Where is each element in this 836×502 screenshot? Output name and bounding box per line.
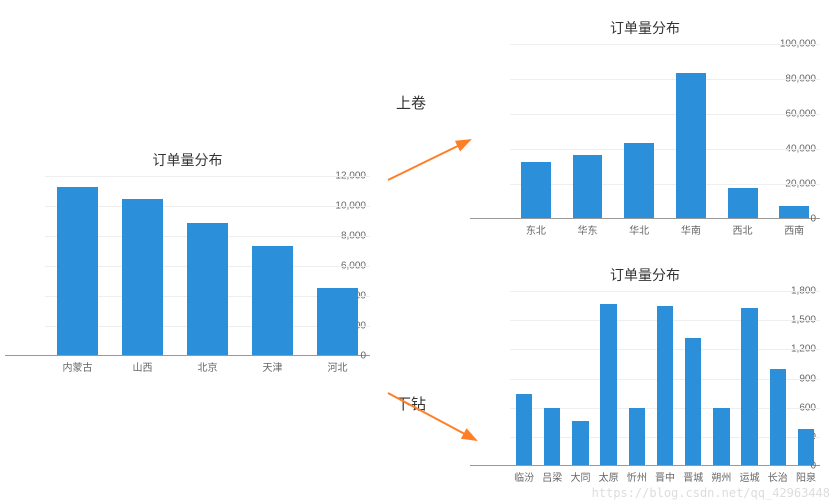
bar <box>57 187 97 355</box>
bar <box>798 429 814 465</box>
chart-orders-city: 订单量分布 03006009001,2001,5001,800临汾吕梁大同太原忻州… <box>470 265 820 480</box>
bar <box>624 143 654 218</box>
x-label: 天津 <box>240 359 305 374</box>
bar-slot <box>717 44 769 218</box>
bar <box>770 369 786 465</box>
watermark-text: https://blog.csdn.net/qq_42963448 <box>592 486 830 500</box>
bar-slot <box>562 44 614 218</box>
x-label: 西北 <box>717 222 769 237</box>
x-label: 内蒙古 <box>45 359 110 374</box>
bar <box>572 421 588 465</box>
chart-title: 订单量分布 <box>470 18 820 38</box>
chart-orders-province: 订单量分布 02,0004,0006,0008,00010,00012,000内蒙… <box>5 150 370 370</box>
bar-slot <box>510 44 562 218</box>
x-axis-labels: 东北华东华北华南西北西南 <box>510 222 820 237</box>
x-label: 华南 <box>665 222 717 237</box>
chart-orders-region: 订单量分布 020,00040,00060,00080,000100,000东北华… <box>470 18 820 233</box>
bar <box>122 199 162 355</box>
bar-slot <box>764 291 792 465</box>
bar-slot <box>792 291 820 465</box>
bar <box>521 162 551 218</box>
x-label: 长治 <box>764 469 792 484</box>
chart-title: 订单量分布 <box>470 265 820 285</box>
bar-slot <box>175 176 240 355</box>
bar <box>573 155 603 218</box>
x-label: 忻州 <box>623 469 651 484</box>
bar <box>252 246 292 356</box>
plot-area: 020,00040,00060,00080,000100,000东北华东华北华南… <box>470 44 820 219</box>
x-label: 大同 <box>566 469 594 484</box>
bar <box>676 73 706 218</box>
bar-slot <box>510 291 538 465</box>
bar-slot <box>45 176 110 355</box>
bars-container <box>510 291 820 465</box>
bar-slot <box>665 44 717 218</box>
x-axis-labels: 内蒙古山西北京天津河北 <box>45 359 370 374</box>
x-label: 东北 <box>510 222 562 237</box>
bar <box>657 306 673 465</box>
plot-area: 03006009001,2001,5001,800临汾吕梁大同太原忻州晋中晋城朔… <box>470 291 820 466</box>
x-label: 山西 <box>110 359 175 374</box>
bars-container <box>510 44 820 218</box>
bar-slot <box>595 291 623 465</box>
bar <box>516 394 532 465</box>
x-label: 吕梁 <box>538 469 566 484</box>
bar <box>317 288 357 356</box>
bar <box>544 408 560 465</box>
label-rollup: 上卷 <box>396 92 426 113</box>
bar-slot <box>768 44 820 218</box>
bar <box>728 188 758 218</box>
bar <box>741 308 757 466</box>
bars-container <box>45 176 370 355</box>
x-label: 华东 <box>562 222 614 237</box>
x-label: 晋城 <box>679 469 707 484</box>
bar <box>629 408 645 465</box>
bar-slot <box>538 291 566 465</box>
bar-slot <box>707 291 735 465</box>
x-label: 北京 <box>175 359 240 374</box>
x-axis-labels: 临汾吕梁大同太原忻州晋中晋城朔州运城长治阳泉 <box>510 469 820 484</box>
label-drilldown: 下钻 <box>396 393 426 414</box>
bar-slot <box>566 291 594 465</box>
x-label: 晋中 <box>651 469 679 484</box>
bar <box>600 304 616 465</box>
plot-area: 02,0004,0006,0008,00010,00012,000内蒙古山西北京… <box>5 176 370 356</box>
x-label: 临汾 <box>510 469 538 484</box>
bar <box>187 223 227 355</box>
bar-slot <box>651 291 679 465</box>
bar <box>713 408 729 465</box>
x-label: 朔州 <box>707 469 735 484</box>
bar-slot <box>623 291 651 465</box>
bar-slot <box>679 291 707 465</box>
x-label: 运城 <box>736 469 764 484</box>
bar-slot <box>110 176 175 355</box>
chart-title: 订单量分布 <box>5 150 370 170</box>
x-label: 华北 <box>613 222 665 237</box>
bar <box>779 206 809 218</box>
x-label: 阳泉 <box>792 469 820 484</box>
bar-slot <box>736 291 764 465</box>
x-label: 西南 <box>768 222 820 237</box>
x-label: 河北 <box>305 359 370 374</box>
bar-slot <box>305 176 370 355</box>
x-label: 太原 <box>595 469 623 484</box>
bar-slot <box>613 44 665 218</box>
bar <box>685 338 701 465</box>
bar-slot <box>240 176 305 355</box>
